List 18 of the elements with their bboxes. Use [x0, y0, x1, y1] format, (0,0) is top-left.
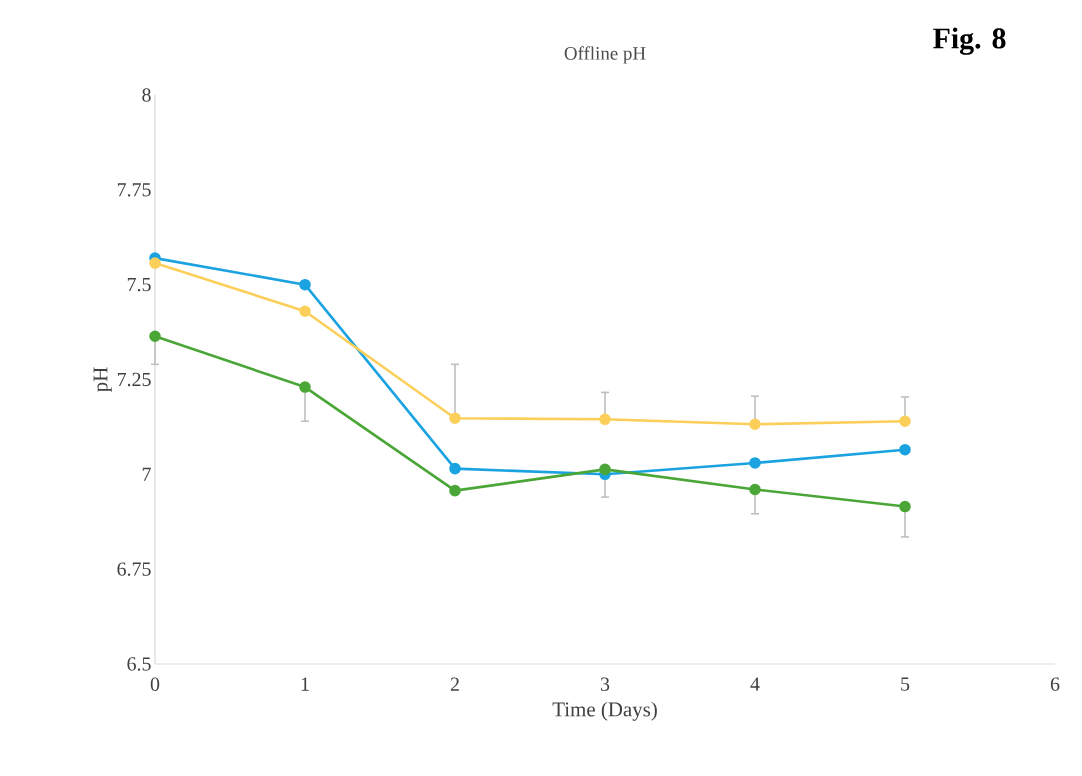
y-tick-label: 7 — [142, 467, 151, 481]
x-tick-label: 1 — [301, 677, 309, 691]
x-tick-label: 3 — [600, 677, 610, 691]
x-tick-label: 4 — [750, 677, 760, 691]
caption: Fig. 8 — [933, 27, 1006, 55]
y-tick-label: 7.75 — [117, 183, 151, 197]
y-tick-label: 8 — [142, 88, 151, 102]
x-tick-label: 0 — [150, 677, 160, 691]
y-tick-label: 6.5 — [127, 657, 151, 671]
y-tick-label: 7.25 — [117, 372, 151, 387]
y-tick-label: 7.5 — [127, 278, 151, 292]
y-tick-label: 6.75 — [117, 562, 151, 576]
y-axis-title: pH — [93, 367, 112, 392]
chart-title: Offline pH — [564, 46, 646, 64]
x-axis-title: Time (Days) — [552, 701, 657, 721]
x-tick-label: 5 — [901, 677, 910, 691]
x-tick-label: 6 — [1050, 677, 1060, 691]
x-tick-label: 2 — [450, 677, 459, 691]
